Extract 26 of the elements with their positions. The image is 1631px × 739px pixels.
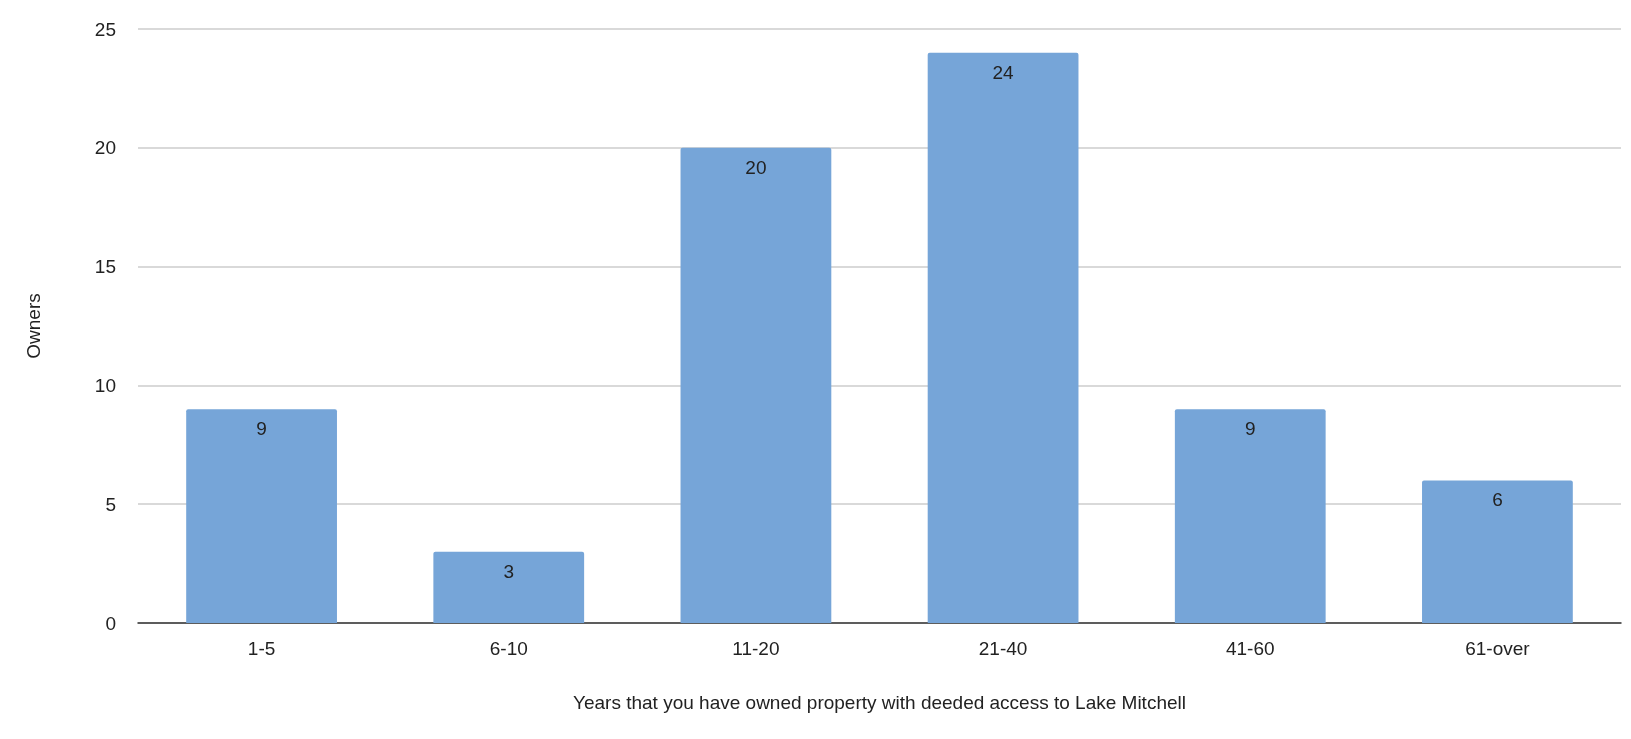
x-tick-label: 41-60 [1225, 638, 1275, 659]
bar [1422, 480, 1573, 623]
x-tick-label: 11-20 [732, 638, 780, 659]
data-label: 3 [503, 560, 515, 582]
data-label: 24 [992, 61, 1015, 83]
bar [433, 551, 585, 623]
y-tick-label: 15 [94, 256, 116, 278]
y-tick-label: 25 [94, 18, 116, 40]
x-tick-label: 1-5 [247, 638, 276, 659]
y-tick-label: 10 [94, 374, 116, 396]
x-tick-label: 6-10 [489, 638, 528, 659]
y-tick-label: 5 [105, 493, 116, 515]
bar [680, 147, 832, 623]
data-label: 6 [1492, 489, 1503, 511]
y-tick-label: 20 [94, 137, 116, 159]
bar [1174, 409, 1326, 623]
data-label: 9 [256, 418, 267, 440]
bar [186, 409, 337, 623]
y-axis-title: Owners [23, 293, 44, 359]
data-label: 9 [1244, 418, 1256, 440]
y-tick-label: 0 [105, 612, 116, 634]
x-tick-label: 61-over [1465, 638, 1531, 659]
bar [927, 52, 1079, 623]
x-axis-title: Years that you have owned property with deeded access to Lake Mitchell [573, 692, 1186, 713]
x-tick-label: 21-40 [978, 638, 1028, 659]
data-label: 20 [745, 156, 767, 178]
